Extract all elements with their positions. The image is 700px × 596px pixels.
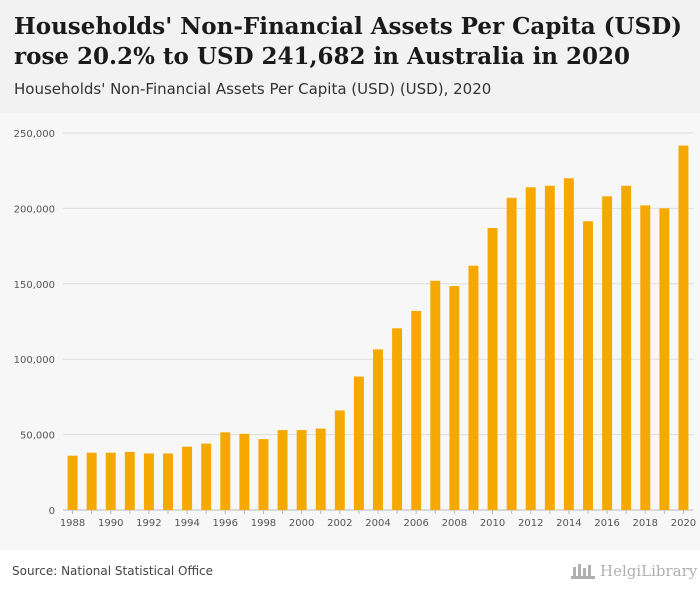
header: Households' Non-Financial Assets Per Cap… xyxy=(0,0,700,113)
bar-2018 xyxy=(640,205,651,510)
bar-2001 xyxy=(315,428,326,510)
y-tick-label: 250,000 xyxy=(14,129,55,140)
bar-2020 xyxy=(678,145,689,510)
bar-2013 xyxy=(544,185,555,510)
x-tick-label: 2014 xyxy=(556,518,581,529)
page-title: Households' Non-Financial Assets Per Cap… xyxy=(14,13,683,70)
bar-chart: 0 50,000 100,000 150,000 200,000 250,000 1988 1… xyxy=(14,129,697,529)
x-tick-label: 2002 xyxy=(327,518,352,529)
bar-1992 xyxy=(143,453,154,510)
y-tick-label: 50,000 xyxy=(20,431,55,442)
bar-1990 xyxy=(105,452,116,510)
x-tick-label: 1992 xyxy=(136,518,161,529)
x-tick-label: 2000 xyxy=(289,518,314,529)
x-tick-label: 1994 xyxy=(174,518,199,529)
x-tick-label: 2016 xyxy=(594,518,619,529)
bar-1991 xyxy=(124,451,135,510)
bar-2005 xyxy=(392,328,403,510)
bar-2008 xyxy=(449,286,460,510)
bar-2017 xyxy=(621,185,632,510)
chart-area: 0 50,000 100,000 150,000 200,000 250,000 1988 1… xyxy=(0,113,700,550)
source-note: Source: National Statistical Office xyxy=(12,564,214,578)
x-tick-label: 2012 xyxy=(518,518,543,529)
helgi-library-logo[interactable]: HelgiLibrary xyxy=(570,561,697,581)
bar-2000 xyxy=(296,430,307,510)
page-subtitle: Households' Non-Financial Assets Per Cap… xyxy=(14,80,492,98)
y-tick-label: 100,000 xyxy=(14,355,55,366)
x-tick-label: 2018 xyxy=(633,518,658,529)
x-tick-label: 1996 xyxy=(213,518,238,529)
bar-1995 xyxy=(201,443,212,510)
bar-2007 xyxy=(430,280,441,510)
bar-2019 xyxy=(659,208,670,510)
x-tick-label: 2006 xyxy=(403,518,428,529)
bar-2006 xyxy=(411,310,422,510)
bar-2016 xyxy=(602,196,613,510)
bar-1996 xyxy=(220,432,231,510)
bar-2011 xyxy=(506,197,517,510)
bar-2004 xyxy=(373,349,383,510)
bar-1989 xyxy=(86,452,97,510)
bar-2009 xyxy=(468,265,479,510)
bar-2010 xyxy=(487,228,498,510)
x-tick-label: 1998 xyxy=(251,518,276,529)
bar-2012 xyxy=(525,187,536,510)
x-tick-label: 2020 xyxy=(671,518,696,529)
y-tick-label: 0 xyxy=(49,506,55,517)
bar-2002 xyxy=(334,410,345,510)
bar-2015 xyxy=(583,221,593,510)
y-tick-label: 150,000 xyxy=(14,280,55,291)
bar-1998 xyxy=(258,439,269,510)
bar-2003 xyxy=(353,376,364,510)
logo-text: HelgiLibrary xyxy=(600,562,698,580)
x-tick-label: 2010 xyxy=(480,518,505,529)
x-tick-label: 2008 xyxy=(442,518,467,529)
bar-1994 xyxy=(182,446,193,510)
bar-2014 xyxy=(563,178,574,510)
x-tick-label: 2004 xyxy=(365,518,390,529)
bar-1999 xyxy=(277,430,288,510)
bar-1988 xyxy=(67,455,78,510)
bar-1997 xyxy=(239,433,250,510)
x-tick-label: 1988 xyxy=(60,518,85,529)
y-tick-label: 200,000 xyxy=(14,204,55,215)
x-tick-label: 1990 xyxy=(98,518,123,529)
library-icon xyxy=(571,564,595,579)
bar-1993 xyxy=(163,453,173,510)
